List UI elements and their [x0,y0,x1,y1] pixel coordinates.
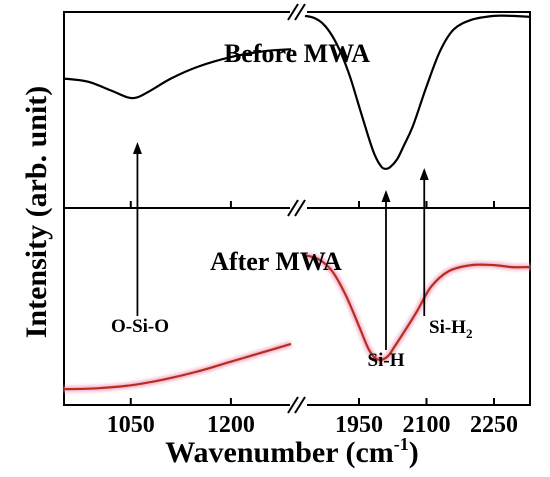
x-tick-label-1950: 1950 [335,412,383,438]
x-axis-title-close: ) [409,436,419,469]
y-axis-title: Intensity (arb. unit) [20,86,53,339]
axis-break-slash-1-0 [287,199,299,217]
x-axis-title-main: Wavenumber (cm [165,436,394,469]
series-before-segment-1 [304,14,531,170]
x-axis-title-sup: -1 [394,434,409,454]
panel-title-before: Before MWA [224,39,370,68]
plot-frame [63,3,531,414]
annotation-arrowhead-1 [381,190,391,202]
x-tick-label-2250: 2250 [470,412,518,438]
annotation-label-si-h2: Si-H2 [429,317,472,341]
series-after-glow-0 [63,341,292,393]
annotation-arrowhead-2 [419,168,429,180]
axis-break-slash-0-1 [294,3,306,21]
axis-break-slash-0-0 [287,3,299,21]
annotation-label-si-h: Si-H [368,350,405,371]
annotation-label-o-si-o: O-Si-O [111,316,169,337]
axis-break-slash-2-1 [294,396,306,414]
annotation-arrowhead-0 [132,142,142,154]
annotation-label-si-h2-main: Si-H [429,317,466,338]
x-tick-label-1050: 1050 [107,412,155,438]
annotations [132,142,429,350]
x-ticks: 1050 1200 1950 2100 2250 [107,201,518,438]
panel-title-after: After MWA [210,247,342,276]
curves [63,14,531,393]
series-before-segment-0 [63,48,292,100]
axis-break-slash-1-1 [294,199,306,217]
series-after-segment-0 [63,342,292,391]
annotation-label-si-h2-sub: 2 [466,326,473,341]
x-tick-label-1200: 1200 [207,412,255,438]
x-axis-title: Wavenumber (cm-1) [165,434,419,469]
series-after-segment-1 [304,254,531,361]
axis-break-slash-2-0 [287,396,299,414]
x-tick-label-2100: 2100 [403,412,451,438]
